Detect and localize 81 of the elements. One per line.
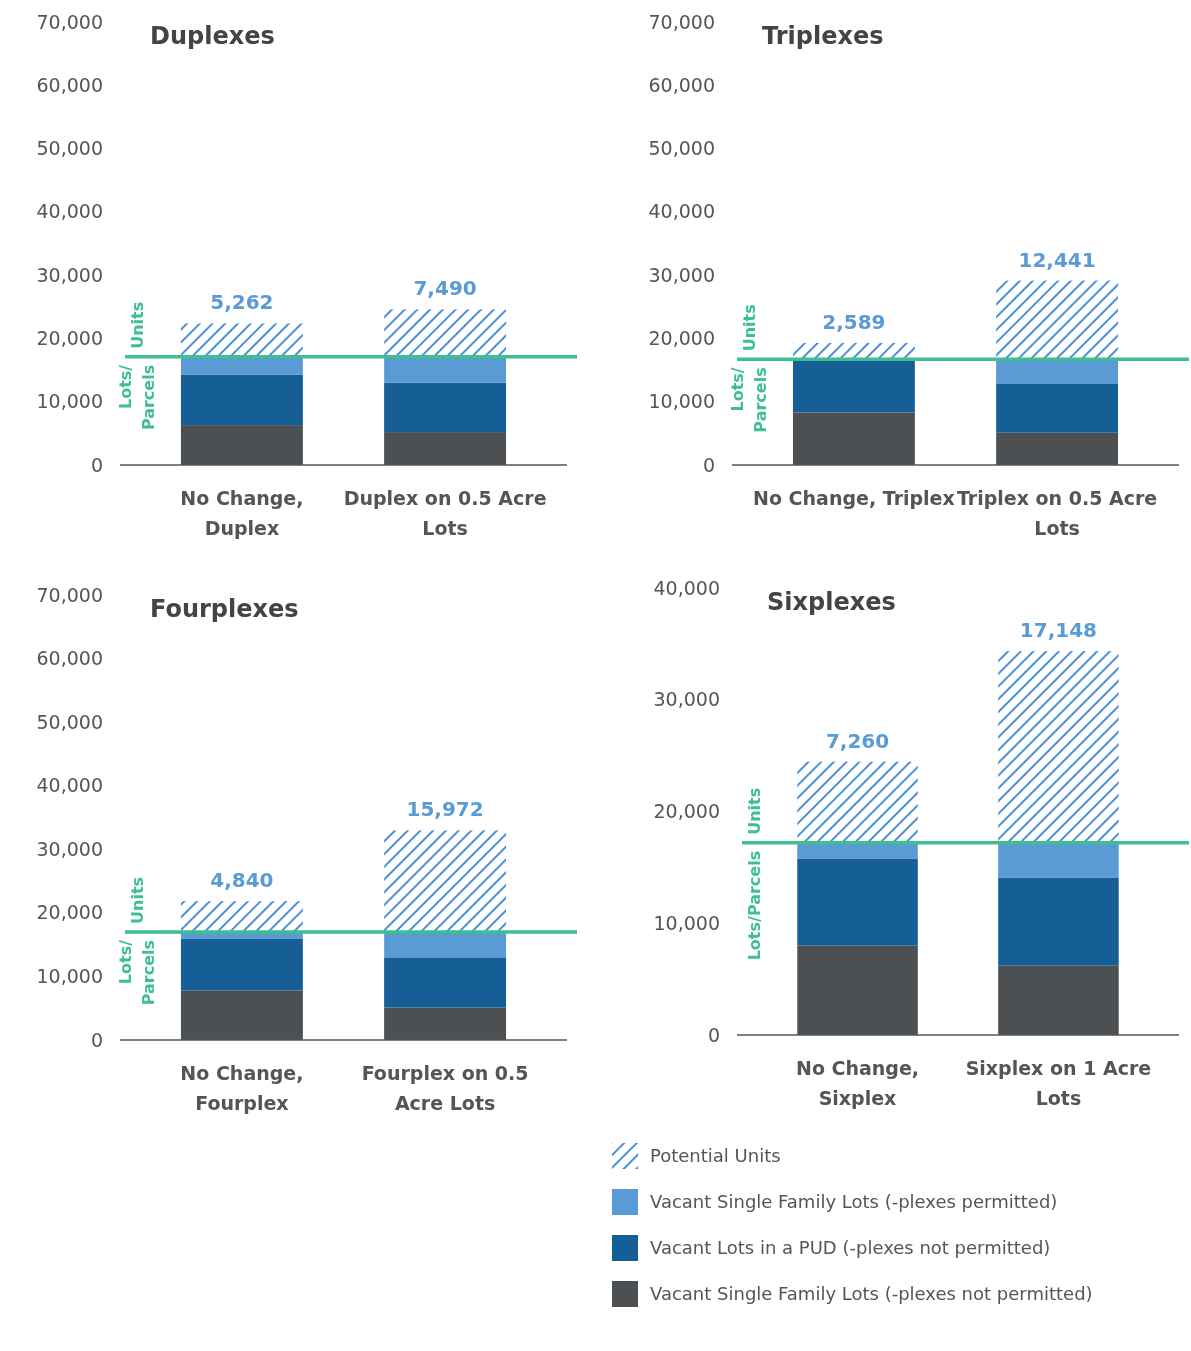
- y-tick-label: 50,000: [36, 137, 103, 160]
- y-tick-label: 0: [90, 453, 103, 476]
- y-tick-label: 10,000: [648, 390, 715, 413]
- chart-title: Triplexes: [762, 22, 884, 50]
- annotation: Units: [744, 787, 764, 835]
- bar: [797, 761, 918, 843]
- bar: [384, 309, 507, 357]
- annotation: Lots/ Parcels: [116, 364, 158, 431]
- annotation: Lots/Parcels: [744, 850, 764, 961]
- y-tick-label: 30,000: [36, 263, 103, 286]
- annotation: Units: [127, 876, 147, 924]
- y-tick-label: 70,000: [36, 583, 103, 606]
- bar: [384, 830, 507, 932]
- bar: [792, 359, 915, 413]
- chart-title: Fourplexes: [150, 595, 299, 623]
- bar: [998, 651, 1119, 843]
- y-tick-label: 10,000: [36, 965, 103, 988]
- y-tick-label: 30,000: [648, 263, 715, 286]
- x-tick-label: No Change, Duplex: [180, 487, 304, 540]
- x-tick-label: Duplex on 0.5 Acre Lots: [343, 487, 547, 540]
- y-tick-label: 40,000: [36, 200, 103, 223]
- bar: [384, 957, 507, 1008]
- y-tick-label: 20,000: [648, 327, 715, 350]
- annotation: Units: [739, 304, 759, 352]
- y-tick-label: 40,000: [653, 576, 720, 599]
- bar: [180, 323, 303, 357]
- y-tick-label: 0: [707, 1023, 720, 1046]
- y-tick-label: 50,000: [36, 710, 103, 733]
- data-label: 17,148: [1019, 618, 1098, 643]
- bar: [996, 359, 1119, 384]
- legend-label: Vacant Single Family Lots (-plexes not permitted): [650, 1283, 1093, 1305]
- y-tick-label: 20,000: [36, 901, 103, 924]
- bar: [792, 342, 915, 360]
- bar: [384, 356, 507, 383]
- chart-title: Duplexes: [150, 22, 275, 50]
- y-tick-label: 40,000: [36, 774, 103, 797]
- data-label: 5,262: [210, 290, 274, 315]
- y-tick-label: 30,000: [653, 688, 720, 711]
- bar: [384, 931, 507, 958]
- y-tick-label: 10,000: [36, 390, 103, 413]
- x-tick-label: No Change, Sixplex: [796, 1057, 920, 1110]
- data-label: 12,441: [1018, 247, 1096, 272]
- bar: [996, 383, 1119, 433]
- y-tick-label: 60,000: [36, 647, 103, 670]
- y-tick-label: 20,000: [653, 800, 720, 823]
- y-tick-label: 60,000: [36, 73, 103, 96]
- y-tick-label: 10,000: [653, 911, 720, 934]
- bar: [180, 374, 303, 426]
- bar: [998, 842, 1119, 878]
- annotation: Lots/ Parcels: [116, 939, 158, 1006]
- legend-label: Vacant Single Family Lots (-plexes permitted): [650, 1191, 1058, 1213]
- legend-label: Potential Units: [650, 1145, 781, 1167]
- x-tick-label: Fourplex on 0.5 Acre Lots: [361, 1062, 529, 1115]
- y-tick-label: 50,000: [648, 137, 715, 160]
- bar: [180, 938, 303, 991]
- bar: [996, 280, 1119, 360]
- data-label: 4,840: [210, 868, 274, 893]
- bar: [797, 858, 918, 946]
- y-tick-label: 0: [702, 453, 715, 476]
- bar: [384, 382, 507, 433]
- data-label: 7,260: [825, 728, 890, 753]
- y-tick-label: 70,000: [648, 10, 715, 33]
- x-tick-label: No Change, Fourplex: [180, 1062, 304, 1115]
- bar: [180, 901, 303, 932]
- data-label: 15,972: [406, 797, 484, 822]
- y-tick-label: 20,000: [36, 327, 103, 350]
- x-tick-label: No Change, Triplex: [753, 487, 955, 509]
- x-tick-label: Sixplex on 1 Acre Lots: [965, 1057, 1152, 1110]
- y-tick-label: 0: [90, 1028, 103, 1051]
- legend-label: Vacant Lots in a PUD (-plexes not permitted): [650, 1237, 1051, 1259]
- annotation: Units: [127, 301, 147, 349]
- y-tick-label: 30,000: [36, 837, 103, 860]
- chart-title: Sixplexes: [767, 588, 896, 616]
- y-tick-label: 60,000: [648, 73, 715, 96]
- data-label: 2,589: [822, 309, 886, 334]
- y-tick-label: 70,000: [36, 10, 103, 33]
- data-label: 7,490: [413, 276, 477, 301]
- bar: [998, 877, 1119, 966]
- annotation: Lots/ Parcels: [728, 367, 770, 433]
- x-tick-label: Triplex on 0.5 Acre Lots: [956, 487, 1158, 540]
- y-tick-label: 40,000: [648, 200, 715, 223]
